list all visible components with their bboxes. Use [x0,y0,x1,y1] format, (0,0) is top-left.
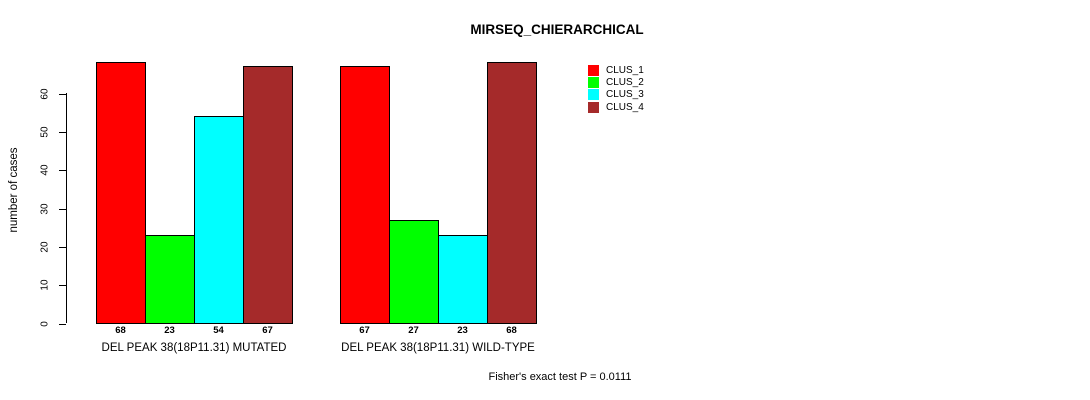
bar-value-label: 68 [506,325,517,336]
y-axis-tick-label: 30 [39,202,51,215]
bar-clus_3-group2 [438,234,488,324]
y-axis-tick [59,285,66,287]
legend: CLUS_1 CLUS_2 CLUS_3 CLUS_4 [588,64,644,114]
y-axis-tick-label: 20 [39,241,51,253]
legend-item-clus_1: CLUS_1 [588,64,644,76]
bar-clus_2-group1 [145,234,195,324]
y-axis-tick-label: 0 [39,320,51,327]
y-axis-tick [59,170,66,172]
y-axis-tick-label: 60 [39,87,51,100]
bar-clus_4-group1 [243,65,293,324]
annotation-text: Fisher's exact test P = 0.0111 [488,371,632,383]
legend-label: CLUS_2 [606,77,644,89]
bar-clus_3-group1 [194,115,244,324]
legend-item-clus_2: CLUS_2 [588,76,644,89]
bar-value-label: 67 [262,325,273,336]
y-axis-label: number of cases [8,147,20,233]
legend-label: CLUS_4 [606,101,644,113]
legend-swatch-icon [588,77,599,89]
y-axis-tick [59,208,66,210]
bar-value-label: 67 [359,325,370,336]
bar-value-label: 68 [115,325,126,336]
legend-swatch-icon [588,64,599,76]
y-axis-tick [59,131,66,133]
y-axis-tick-label: 10 [39,279,51,291]
y-axis-line [66,92,67,324]
bar-value-label: 54 [213,325,224,336]
x-group-label: DEL PEAK 38(18P11.31) WILD-TYPE [341,342,535,354]
legend-swatch-icon [588,89,599,101]
bar-value-label: 27 [408,325,419,336]
bar-clus_1-group2 [340,65,390,324]
legend-item-clus_4: CLUS_4 [588,101,644,113]
bar-value-label: 23 [457,325,468,336]
bar-clus_2-group2 [389,219,439,324]
bar-value-label: 23 [164,325,175,336]
legend-label: CLUS_3 [606,89,644,101]
y-axis-tick [59,246,66,248]
y-axis-tick [59,93,66,95]
y-axis-tick [59,323,66,325]
legend-label: CLUS_1 [606,64,644,76]
legend-item-clus_3: CLUS_3 [588,89,644,101]
legend-swatch-icon [588,101,599,113]
chart-title: MIRSEQ_CHIERARCHICAL [470,22,644,37]
bar-clus_4-group2 [487,61,537,324]
y-axis-tick-label: 40 [39,164,51,176]
x-group-label: DEL PEAK 38(18P11.31) MUTATED [101,342,287,354]
y-axis-tick-label: 50 [39,126,51,138]
bar-clus_1-group1 [96,61,146,324]
